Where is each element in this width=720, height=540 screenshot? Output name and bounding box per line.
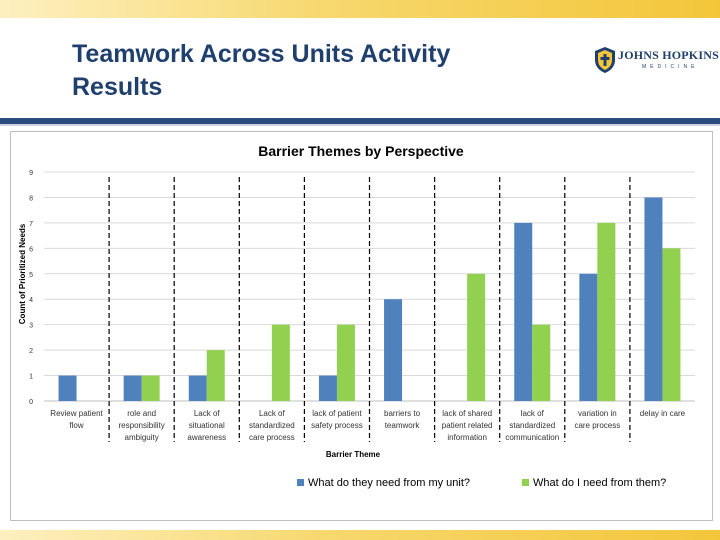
- x-tick-label: lack of patient safety process: [311, 409, 363, 430]
- bar-series2: [662, 248, 681, 401]
- x-tick-label-line: Review patient: [50, 409, 103, 418]
- bar-series1: [58, 375, 77, 401]
- bar-series1: [579, 273, 598, 401]
- x-tick-label-line: Lack of: [194, 409, 221, 418]
- shield-icon: [595, 47, 615, 73]
- bar-series1: [188, 375, 207, 401]
- x-tick-label-line: ambiguity: [125, 433, 159, 442]
- x-tick-label-line: care process: [249, 433, 295, 442]
- y-tick-label: 4: [29, 297, 33, 304]
- x-tick-label-line: flow: [69, 421, 83, 430]
- chart-container: Barrier Themes by Perspective Count of P…: [10, 131, 713, 521]
- header-rule-light: [0, 124, 720, 126]
- legend-label: What do they need from my unit?: [308, 477, 470, 489]
- x-tick-label-line: care process: [574, 421, 620, 430]
- y-axis-label: Count of Prioritized Needs: [18, 223, 27, 324]
- bar-series1: [514, 222, 533, 401]
- x-tick-label-line: communication: [505, 433, 559, 442]
- top-gold-band: [0, 0, 720, 18]
- x-tick-label: role and responsibility ambiguity: [119, 409, 165, 442]
- y-ticks: 0 1 2 3 4 5 6 7 8 9: [29, 170, 33, 406]
- x-tick-label: variation in care process: [574, 409, 620, 430]
- y-tick-label: 9: [29, 170, 33, 177]
- logo-subtitle: MEDICINE: [642, 64, 699, 70]
- x-axis-label: Barrier Theme: [326, 450, 381, 459]
- x-tick-label-line: standardized: [249, 421, 295, 430]
- x-tick-label-line: lack of patient: [312, 409, 362, 418]
- bars: [58, 197, 681, 401]
- x-tick-label-line: responsibility: [119, 421, 165, 430]
- y-tick-label: 6: [29, 246, 33, 253]
- x-tick-label-line: delay in care: [640, 409, 686, 418]
- x-tick-label: Lack of situational awareness: [187, 409, 226, 442]
- bar-series2: [336, 324, 355, 401]
- x-tick-label-line: safety process: [311, 421, 363, 430]
- header-rule: [0, 118, 720, 124]
- y-tick-label: 1: [29, 374, 33, 381]
- bar-series2: [141, 375, 160, 401]
- bottom-gold-band: [0, 530, 720, 540]
- x-tick-label-line: variation in: [578, 409, 617, 418]
- bar-series2: [206, 350, 225, 401]
- bar-chart: Barrier Themes by Perspective Count of P…: [18, 143, 695, 489]
- bar-series2: [532, 324, 551, 401]
- x-tick-label-line: awareness: [187, 433, 226, 442]
- x-tick-label: Lack of standardized care process: [249, 409, 295, 442]
- category-separators: [108, 177, 631, 442]
- bar-series1: [644, 197, 663, 401]
- johns-hopkins-logo: JOHNS HOPKINS MEDICINE: [594, 46, 719, 76]
- legend-swatch: [297, 479, 304, 486]
- x-tick-label-line: situational: [189, 421, 225, 430]
- x-tick-label-line: lack of shared: [442, 409, 492, 418]
- x-tick-label: lack of standardized communication: [505, 409, 559, 442]
- x-tick-label-line: patient related: [442, 421, 493, 430]
- bar-series1: [384, 299, 403, 401]
- x-tick-label-line: information: [447, 433, 487, 442]
- x-tick-label: barriers to teamwork: [384, 409, 421, 430]
- chart-title: Barrier Themes by Perspective: [258, 143, 464, 159]
- x-tick-label: delay in care: [640, 409, 686, 418]
- y-tick-label: 8: [29, 195, 33, 202]
- y-tick-label: 5: [29, 272, 33, 279]
- x-tick-label-line: barriers to: [384, 409, 421, 418]
- legend-label: What do I need from them?: [533, 477, 666, 489]
- slide-title: Teamwork Across Units Activity Results: [72, 40, 451, 101]
- y-tick-label: 3: [29, 323, 33, 330]
- bar-series1: [318, 375, 337, 401]
- x-tick-label: lack of shared patient related information: [442, 409, 493, 442]
- bar-series2: [467, 273, 486, 401]
- x-tick-label: Review patient flow: [50, 409, 103, 430]
- x-tick-label-line: standardized: [509, 421, 555, 430]
- x-tick-label-line: teamwork: [385, 421, 421, 430]
- legend-swatch: [522, 479, 529, 486]
- x-tick-label-line: Lack of: [259, 409, 286, 418]
- bar-series2: [597, 222, 616, 401]
- x-ticks: Review patient flow role and responsibility…: [50, 409, 685, 442]
- y-tick-label: 0: [29, 399, 33, 406]
- x-tick-label-line: lack of: [521, 409, 545, 418]
- x-tick-label-line: role and: [127, 409, 156, 418]
- bar-series2: [271, 324, 290, 401]
- y-tick-label: 7: [29, 221, 33, 228]
- bar-series1: [123, 375, 142, 401]
- legend: What do they need from my unit? What do I…: [297, 477, 666, 489]
- logo-wordmark: JOHNS HOPKINS: [618, 48, 719, 62]
- y-tick-label: 2: [29, 348, 33, 355]
